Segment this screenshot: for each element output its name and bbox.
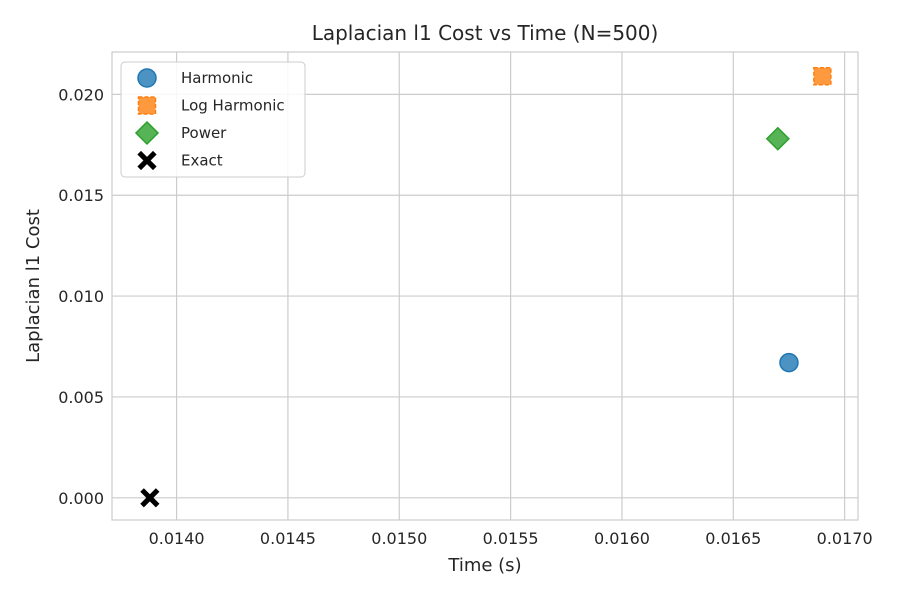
y-tick-label: 0.020	[58, 85, 104, 104]
y-tick-label: 0.010	[58, 287, 104, 306]
legend-marker	[137, 68, 157, 88]
y-tick-labels: 0.000 0.005 0.010 0.015 0.020	[58, 85, 104, 507]
legend: Harmonic Log Harmonic Power Exact	[120, 61, 306, 178]
legend-label: Exact	[181, 152, 223, 170]
x-tick-label: 0.0150	[371, 529, 427, 548]
x-axis-label: Time (s)	[447, 555, 521, 576]
x-tick-label: 0.0155	[483, 529, 539, 548]
x-tick-labels: 0.0140 0.0145 0.0150 0.0155 0.0160 0.0165 0.01…	[149, 529, 873, 548]
legend-box	[120, 61, 306, 178]
x-tick-label: 0.0140	[149, 529, 205, 548]
legend-label: Log Harmonic	[181, 97, 285, 115]
legend-label: Power	[181, 124, 227, 142]
legend-marker	[134, 120, 160, 146]
data-points	[140, 66, 832, 508]
y-axis-label: Laplacian l1 Cost	[23, 209, 44, 363]
legend-label: Harmonic	[181, 69, 253, 87]
data-point	[765, 126, 790, 151]
data-point	[779, 352, 799, 373]
legend-marker	[137, 150, 157, 171]
data-point	[140, 488, 160, 508]
x-tick-label: 0.0145	[260, 529, 316, 548]
x-tick-label: 0.0160	[594, 529, 650, 548]
x-tick-label: 0.0165	[705, 529, 761, 548]
y-tick-label: 0.000	[58, 489, 104, 508]
data-point	[813, 66, 832, 86]
x-tick-label: 0.0170	[817, 529, 873, 548]
chart-title: Laplacian l1 Cost vs Time (N=500)	[312, 21, 659, 45]
y-tick-label: 0.005	[58, 388, 104, 407]
legend-marker	[137, 96, 157, 115]
y-tick-label: 0.015	[58, 186, 104, 205]
